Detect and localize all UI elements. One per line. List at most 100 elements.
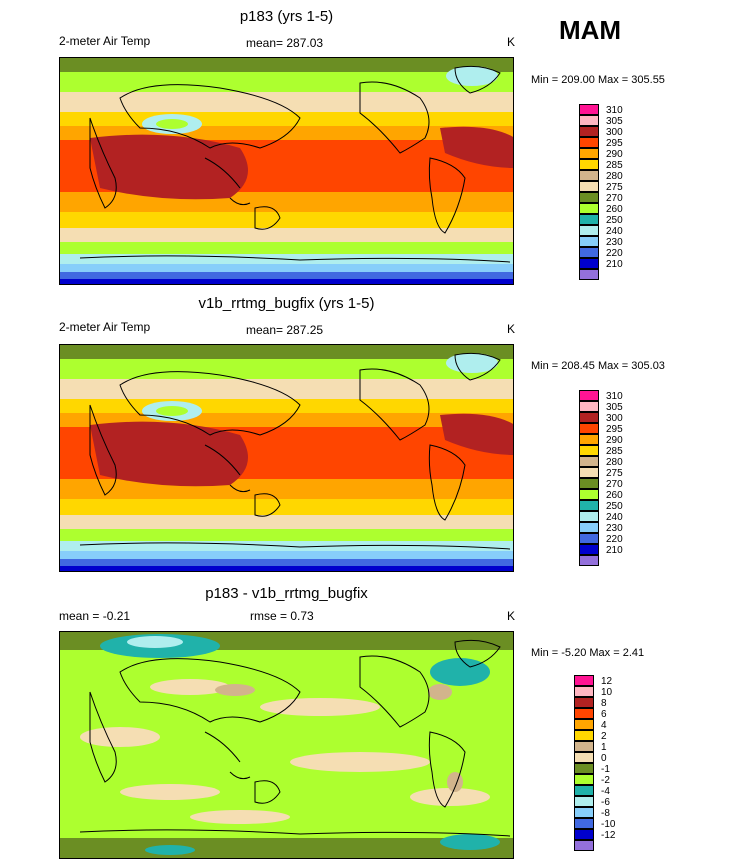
panel-3-title: p183 - v1b_rrtmg_bugfix [205, 585, 368, 602]
temperature-field-map-1 [60, 58, 513, 284]
legend-label: 210 [606, 259, 623, 270]
legend-label: 300 [606, 127, 623, 138]
legend-swatch [574, 807, 594, 818]
legend-swatch [579, 445, 599, 456]
temperature-field-map-2 [60, 345, 513, 571]
legend-label: 230 [606, 237, 623, 248]
legend-label: 260 [606, 490, 623, 501]
legend-label: 220 [606, 248, 623, 259]
legend-swatch [579, 412, 599, 423]
legend-swatch [579, 181, 599, 192]
legend-label: 280 [606, 457, 623, 468]
legend-swatch [579, 203, 599, 214]
panel-3-mean-label: mean = -0.21 [59, 609, 131, 623]
legend-swatch [579, 148, 599, 159]
panel-2-map [59, 344, 514, 572]
legend-swatch [579, 170, 599, 181]
legend-swatch [574, 752, 594, 763]
legend-swatch [579, 137, 599, 148]
legend-label: -6 [601, 797, 610, 808]
legend-swatch [579, 555, 599, 566]
legend-swatch [574, 730, 594, 741]
legend-label: 285 [606, 160, 623, 171]
panel-1-mean-label: mean= 287.03 [246, 36, 324, 50]
legend-label: 250 [606, 501, 623, 512]
legend-label: 275 [606, 468, 623, 479]
legend-swatch [579, 522, 599, 533]
legend-label: -1 [601, 764, 610, 775]
legend-swatch [579, 401, 599, 412]
legend-swatch [574, 686, 594, 697]
legend-swatch [579, 258, 599, 269]
legend-swatch [574, 785, 594, 796]
legend-label: 290 [606, 435, 623, 446]
legend-swatch [579, 423, 599, 434]
legend-label: 305 [606, 402, 623, 413]
legend-label: 285 [606, 446, 623, 457]
legend-swatch [574, 840, 594, 851]
legend-label: 6 [601, 709, 607, 720]
legend-label: 250 [606, 215, 623, 226]
legend-label: 12 [601, 676, 613, 687]
panel-1-units: K [507, 35, 516, 49]
legend-swatch [574, 818, 594, 829]
legend-label: 310 [606, 391, 623, 402]
legend-label: 280 [606, 171, 623, 182]
difference-field-map [60, 632, 513, 858]
legend-swatch [579, 126, 599, 137]
legend-label: 295 [606, 424, 623, 435]
panel-3-units: K [507, 609, 516, 623]
legend-swatch [579, 247, 599, 258]
legend-label: 295 [606, 138, 623, 149]
legend-label: 270 [606, 193, 623, 204]
legend-label: -12 [601, 830, 616, 841]
panel-1-stats: Min = 209.00 Max = 305.55 [531, 74, 665, 86]
legend-swatch [574, 763, 594, 774]
legend-swatch [579, 214, 599, 225]
legend-swatch [579, 192, 599, 203]
legend-label: 0 [601, 753, 607, 764]
legend-swatch [574, 708, 594, 719]
legend-label: 8 [601, 698, 607, 709]
legend-label: 2 [601, 731, 607, 742]
legend-label: -4 [601, 786, 610, 797]
legend-label: 290 [606, 149, 623, 160]
legend-label: 300 [606, 413, 623, 424]
legend-label: 10 [601, 687, 613, 698]
legend-swatch [579, 390, 599, 401]
legend-label: -2 [601, 775, 610, 786]
legend-label: 310 [606, 105, 623, 116]
legend-label: 4 [601, 720, 607, 731]
legend-swatch [579, 456, 599, 467]
panel-2-stats: Min = 208.45 Max = 305.03 [531, 360, 665, 372]
legend-label: 270 [606, 479, 623, 490]
legend-swatch [574, 675, 594, 686]
legend-label: 275 [606, 182, 623, 193]
panel-2-left-label: 2-meter Air Temp [59, 320, 151, 334]
panel-2-units: K [507, 322, 516, 336]
panel-3-map [59, 631, 514, 859]
legend-swatch [579, 115, 599, 126]
legend-label: 210 [606, 545, 623, 556]
legend-swatch [579, 544, 599, 555]
legend-swatch [579, 269, 599, 280]
legend-label: 240 [606, 226, 623, 237]
legend-swatch [579, 478, 599, 489]
legend-swatch [579, 159, 599, 170]
legend-swatch [574, 774, 594, 785]
legend-swatch [579, 225, 599, 236]
legend-swatch [579, 489, 599, 500]
legend-swatch [579, 104, 599, 115]
legend-swatch [574, 697, 594, 708]
legend-label: 240 [606, 512, 623, 523]
legend-swatch [574, 741, 594, 752]
legend-swatch [579, 511, 599, 522]
legend-label: 220 [606, 534, 623, 545]
season-label: MAM [559, 15, 622, 45]
legend-label: 260 [606, 204, 623, 215]
legend-label: 1 [601, 742, 607, 753]
legend-swatch [579, 236, 599, 247]
legend-swatch [574, 796, 594, 807]
panel-1-left-label: 2-meter Air Temp [59, 34, 151, 48]
legend-swatch [579, 467, 599, 478]
